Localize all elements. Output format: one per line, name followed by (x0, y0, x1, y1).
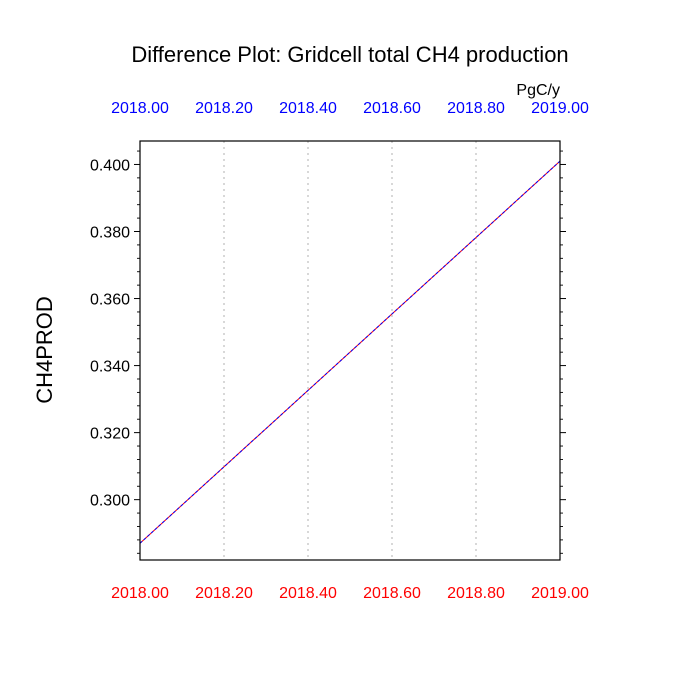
units-label: PgC/y (516, 82, 560, 99)
series-line-0 (139, 160, 561, 544)
series-group (139, 160, 561, 544)
y-tick-label-1: 0.320 (90, 426, 130, 443)
x-tick-label-top-1: 2018.20 (195, 100, 253, 117)
y-tick-label-0: 0.300 (90, 493, 130, 510)
x-tick-label-bottom-1: 2018.20 (195, 585, 253, 602)
x-tick-label-top-2: 2018.40 (279, 100, 337, 117)
x-tick-label-top-3: 2018.60 (363, 100, 421, 117)
y-tick-label-3: 0.360 (90, 292, 130, 309)
axis-ticks (134, 150, 566, 554)
x-tick-label-top-4: 2018.80 (447, 100, 505, 117)
x-tick-label-bottom-3: 2018.60 (363, 585, 421, 602)
x-tick-label-bottom-5: 2019.00 (531, 585, 589, 602)
x-tick-label-top-5: 2019.00 (531, 100, 589, 117)
y-axis-label: CH4PROD (32, 296, 57, 404)
tick-labels: 0.300 0.320 0.340 0.360 0.380 0.400 2018.00 201… (90, 100, 589, 602)
y-tick-label-4: 0.380 (90, 225, 130, 242)
x-tick-label-bottom-0: 2018.00 (111, 585, 169, 602)
x-tick-label-top-0: 2018.00 (111, 100, 169, 117)
grid-lines (223, 141, 477, 560)
y-tick-label-2: 0.340 (90, 359, 130, 376)
y-tick-label-5: 0.400 (90, 157, 130, 174)
x-tick-label-bottom-2: 2018.40 (279, 585, 337, 602)
plot-frame (139, 140, 561, 561)
chart-title: Difference Plot: Gridcell total CH4 prod… (131, 42, 568, 67)
x-tick-label-bottom-4: 2018.80 (447, 585, 505, 602)
